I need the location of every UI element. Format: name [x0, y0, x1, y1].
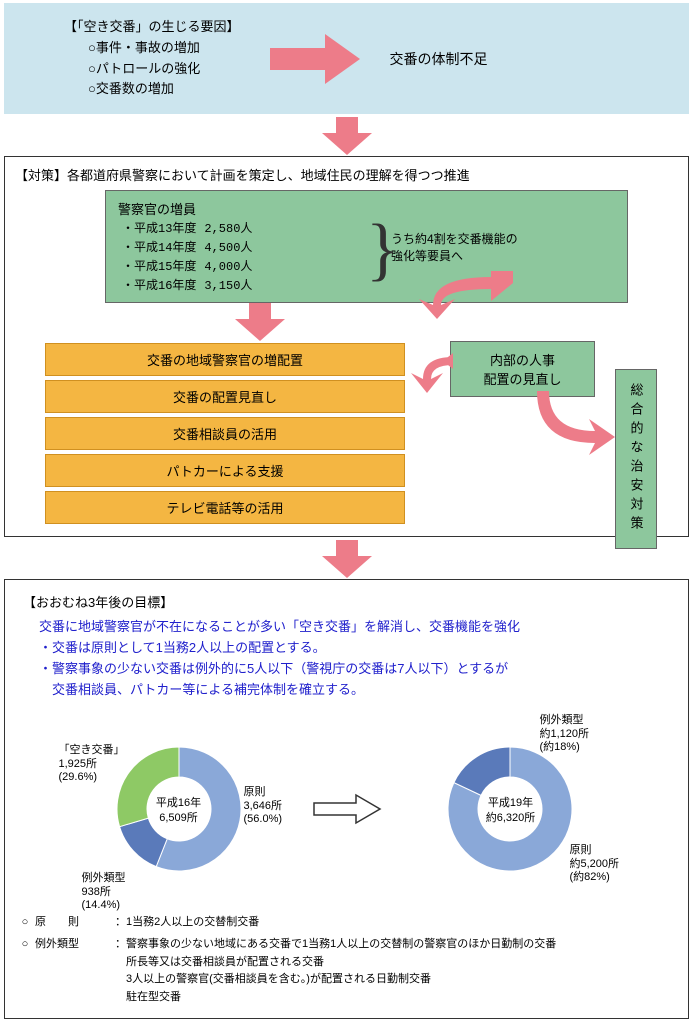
legend: ○ 原 則 ：1当務2人以上の交替制交番 ○ 例外類型 ：警察事象の少ない地域に… [15, 914, 678, 1006]
measure-bar: 交番相談員の活用 [45, 417, 405, 450]
measure-bar: パトカーによる支援 [45, 454, 405, 487]
donut-label: 原則3,646所(56.0%) [244, 786, 283, 826]
curve-arrow-icon [535, 391, 615, 461]
measure-bar: 交番の地域警察官の増配置 [45, 343, 405, 376]
num-cell: 2,580人 [200, 218, 256, 237]
center-line: 約6,320所 [486, 812, 536, 824]
legend-line: 所長等又は交番相談員が配置される交番 [115, 954, 678, 972]
blue-line: ・警察事象の少ない交番は例外的に5人以下（警視庁の交番は7人以下）とするが [39, 659, 678, 680]
donut-h16: 平成16年 6,509所 「空き交番」1,925所(29.6%) 原則3,646… [54, 714, 304, 904]
year-cell: ・平成14年度 [118, 237, 200, 256]
factors-text: 【「空き交番」の生じる要因】 ○事件・事故の増加 ○パトロールの強化 ○交番数の… [64, 17, 240, 100]
year-cell: ・平成13年度 [118, 218, 200, 237]
donut-label: 例外類型938所(14.4%) [82, 872, 126, 912]
curve-arrow-icon [405, 353, 453, 393]
legend-line: 駐在型交番 [115, 989, 678, 1007]
text-line: 配置の見直し [483, 372, 561, 387]
factor-bullet: ○パトロールの強化 [64, 59, 240, 80]
increase-box: 警察官の増員 ・平成13年度2,580人 ・平成14年度4,500人 ・平成15… [105, 190, 628, 303]
measures-header: 【対策】各都道府県警察において計画を策定し、地域住民の理解を得つつ推進 [15, 165, 678, 184]
donut-label: 「空き交番」1,925所(29.6%) [59, 744, 125, 784]
legend-text: ：警察事象の少ない地域にある交番で1当務1人以上の交替制の警察官のほか日勤制の交… [115, 936, 678, 1006]
factor-bullet: ○交番数の増加 [64, 79, 240, 100]
legend-type: 原 則 [35, 914, 115, 932]
comprehensive-box: 総合的な治安対策 [615, 369, 657, 549]
brace-note-line: 強化等要員へ [391, 249, 463, 263]
num-cell: 4,000人 [200, 256, 256, 275]
brace-note: うち約4割を交番機能の 強化等要員へ [391, 231, 518, 265]
year-cell: ・平成16年度 [118, 275, 200, 294]
legend-type: 例外類型 [35, 936, 115, 1006]
measure-bar: 交番の配置見直し [45, 380, 405, 413]
goal-title: 【おおむね3年後の目標】 [23, 592, 678, 611]
curve-arrow-icon [411, 271, 513, 319]
center-line: 6,509所 [159, 812, 198, 824]
legend-line: 3人以上の警察官(交番相談員を含む。)が配置される日勤制交番 [115, 971, 678, 989]
arrow-down-icon [322, 117, 372, 153]
brace-note-line: うち約4割を交番機能の [391, 232, 518, 246]
center-line: 平成16年 [156, 797, 201, 809]
arrow-down-icon [322, 540, 372, 576]
arrow-down-icon [235, 303, 285, 339]
donut-label: 原則約5,200所(約82%) [570, 844, 620, 884]
bullet-icon: ○ [15, 914, 35, 932]
goal-blue-text: 交番に地域警察官が不在になることが多い「空き交番」を解消し、交番機能を強化 ・交… [39, 617, 678, 700]
goal-panel: 【おおむね3年後の目標】 交番に地域警察官が不在になることが多い「空き交番」を解… [4, 579, 689, 1019]
internal-review-box: 内部の人事 配置の見直し [450, 341, 595, 397]
num-cell: 3,150人 [200, 275, 256, 294]
measures-panel: 【対策】各都道府県警察において計画を策定し、地域住民の理解を得つつ推進 警察官の… [4, 156, 689, 537]
arrow-right-icon [270, 34, 360, 84]
donut-center: 平成19年 約6,320所 [483, 796, 539, 825]
text-line: 内部の人事 [490, 353, 555, 368]
blue-line: 交番相談員、パトカー等による補完体制を確立する。 [39, 680, 678, 701]
factors-result: 交番の体制不足 [390, 49, 488, 69]
donut-center: 平成16年 6,509所 [154, 796, 204, 825]
donut-h19: 平成19年 約6,320所 原則約5,200所(約82%) 例外類型約1,120… [390, 714, 640, 904]
blue-line: ・交番は原則として1当務2人以上の配置とする。 [39, 638, 678, 659]
num-cell: 4,500人 [200, 237, 256, 256]
measure-bar: テレビ電話等の活用 [45, 491, 405, 524]
factors-panel: 【「空き交番」の生じる要因】 ○事件・事故の増加 ○パトロールの強化 ○交番数の… [4, 3, 689, 114]
increase-table: ・平成13年度2,580人 ・平成14年度4,500人 ・平成15年度4,000… [118, 218, 256, 294]
year-cell: ・平成15年度 [118, 256, 200, 275]
donut-label: 例外類型約1,120所(約18%) [540, 714, 590, 754]
factor-bullet: ○事件・事故の増加 [64, 38, 240, 59]
orange-measures: 交番の地域警察官の増配置 交番の配置見直し 交番相談員の活用 パトカーによる支援… [15, 339, 405, 528]
text-line: 総合的な治安対策 [627, 383, 646, 535]
legend-line: ：警察事象の少ない地域にある交番で1当務1人以上の交替制の警察官のほか日勤制の交… [115, 936, 678, 954]
outline-arrow-icon [312, 793, 382, 825]
factors-title: 【「空き交番」の生じる要因】 [64, 17, 240, 38]
center-line: 平成19年 [488, 797, 533, 809]
blue-line: 交番に地域警察官が不在になることが多い「空き交番」を解消し、交番機能を強化 [39, 617, 678, 638]
bullet-icon: ○ [15, 936, 35, 1006]
legend-text: ：1当務2人以上の交替制交番 [115, 914, 678, 932]
